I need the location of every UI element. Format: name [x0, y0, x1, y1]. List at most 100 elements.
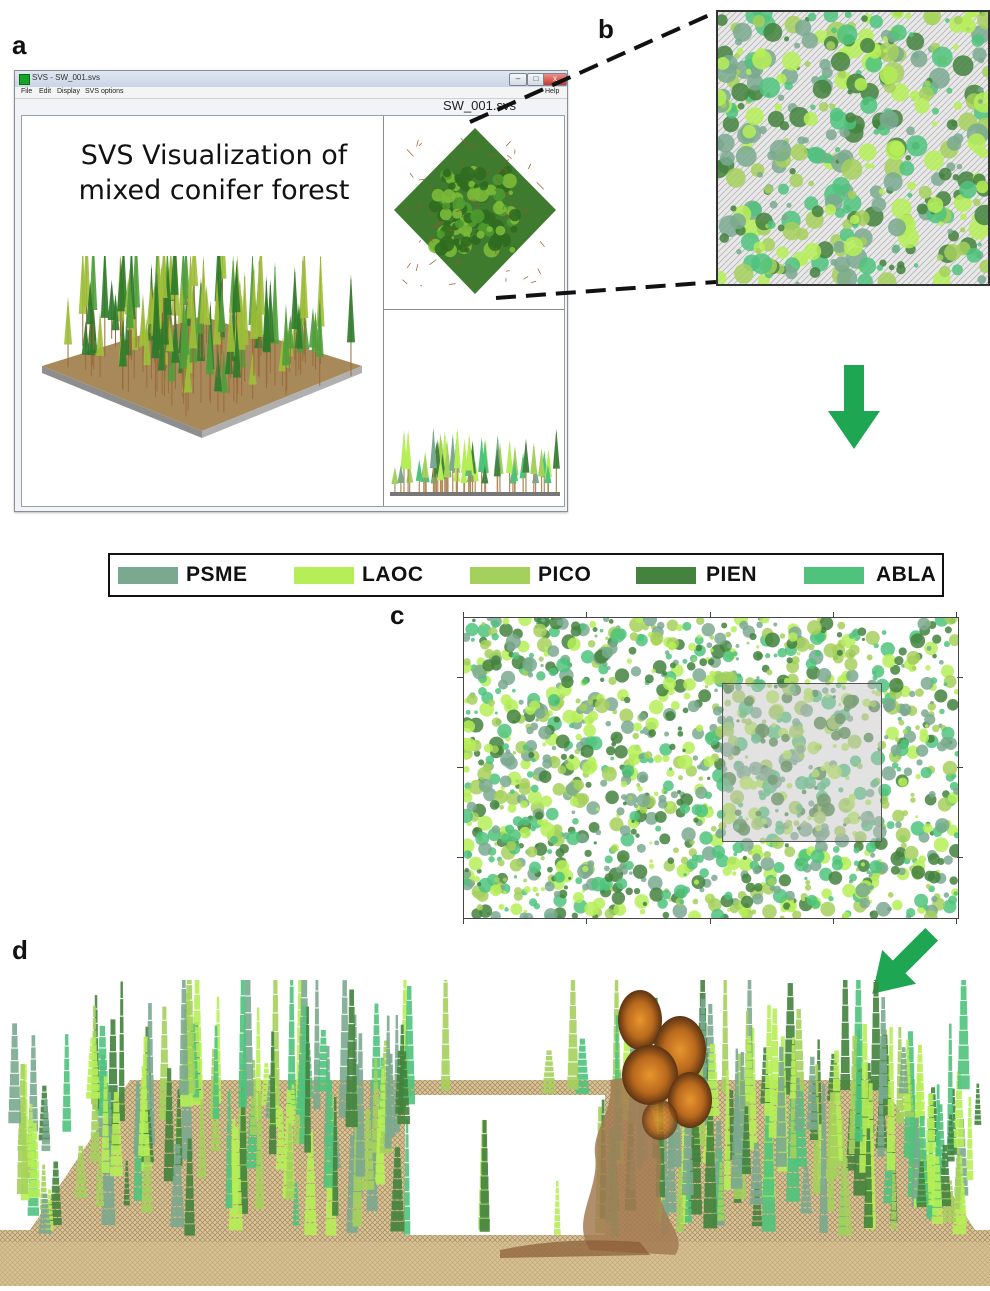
- tree-voxel-layer: [955, 1119, 964, 1128]
- tree-voxel-layer: [571, 980, 575, 991]
- tree-crown: [679, 899, 684, 904]
- tree-voxel-layer: [855, 1128, 863, 1141]
- tree-crown: [789, 168, 795, 174]
- tree-crown: [947, 136, 962, 151]
- tree-crown: [139, 310, 147, 346]
- tree-voxel-layer: [199, 1139, 205, 1148]
- tree-crown: [584, 850, 591, 857]
- tree-voxel-layer: [399, 1088, 408, 1096]
- tree-voxel-layer: [920, 1161, 924, 1166]
- tree-voxel-layer: [866, 1141, 870, 1153]
- menu-svs-options[interactable]: SVS options: [85, 88, 124, 95]
- tree-crown: [764, 185, 772, 193]
- tree-voxel-layer: [701, 999, 705, 1014]
- tree-voxel-layer: [723, 1011, 728, 1027]
- tree-voxel-layer: [570, 1006, 576, 1019]
- tree-crown: [932, 47, 953, 68]
- tree-voxel-layer: [614, 992, 618, 1008]
- tree-voxel-layer: [42, 1194, 47, 1198]
- tree-voxel-layer: [815, 1064, 818, 1079]
- tree-crown: [923, 823, 933, 833]
- species-legend: PSME LAOC PICO PIEN ABLA: [108, 553, 944, 597]
- tree-voxel-layer: [881, 1023, 886, 1035]
- tree-voxel-layer: [332, 1187, 338, 1201]
- tree-crown: [801, 257, 808, 264]
- tree-crown: [774, 862, 785, 873]
- perspective-stand-view[interactable]: [32, 256, 372, 456]
- tree-crown: [855, 78, 868, 91]
- tree-crown: [768, 878, 776, 886]
- tree-voxel-layer: [752, 1216, 761, 1221]
- tree-crown: [514, 887, 522, 895]
- tree-voxel-layer: [762, 1197, 775, 1214]
- tree-voxel-layer: [141, 1089, 147, 1099]
- tree-voxel-layer: [838, 1227, 852, 1236]
- tree-crown: [832, 177, 850, 195]
- tree-voxel-layer: [717, 1214, 724, 1220]
- tree-crown: [591, 877, 606, 892]
- tree-voxel-layer: [865, 1179, 872, 1191]
- tree-voxel-layer: [315, 991, 318, 1007]
- tree-voxel-layer: [808, 1103, 817, 1111]
- tree-voxel-layer: [405, 1031, 413, 1045]
- tree-crown: [556, 658, 571, 673]
- tree-voxel-layer: [839, 1207, 850, 1216]
- tree-voxel-layer: [724, 1161, 730, 1175]
- tree-voxel-layer: [76, 1172, 85, 1178]
- tree-crown: [631, 829, 637, 835]
- tree-voxel-layer: [958, 1075, 970, 1089]
- tree-voxel-layer: [936, 1131, 941, 1146]
- tree-crown: [568, 877, 571, 880]
- tree-voxel-layer: [257, 1136, 263, 1150]
- tree-crown: [648, 729, 656, 737]
- tree-voxel-layer: [353, 1192, 362, 1209]
- menu-file[interactable]: File: [21, 88, 32, 95]
- menu-display[interactable]: Display: [57, 88, 80, 95]
- menu-edit[interactable]: Edit: [39, 88, 51, 95]
- tree-voxel-layer: [298, 1078, 303, 1083]
- tree-voxel-layer: [829, 1114, 837, 1124]
- tree-voxel-layer: [482, 1148, 488, 1161]
- tree-voxel-layer: [685, 1208, 691, 1215]
- tree-crown: [828, 896, 833, 901]
- tree-voxel-layer: [967, 1150, 973, 1160]
- tree-voxel-layer: [306, 1007, 309, 1024]
- tree-crown: [829, 104, 835, 110]
- tree-crown: [795, 20, 811, 36]
- tree-crown: [616, 807, 624, 815]
- tree-crown: [898, 777, 907, 786]
- tree-crown: [870, 853, 875, 858]
- tree-voxel-layer: [315, 1025, 320, 1041]
- tree-voxel-layer: [842, 1168, 849, 1177]
- tree-crown: [891, 745, 902, 756]
- tree-voxel-layer: [751, 1182, 762, 1189]
- tree-crown: [841, 159, 862, 180]
- tree-crown: [473, 827, 478, 832]
- tree-voxel-layer: [347, 1059, 356, 1075]
- tree-crown: [541, 796, 552, 807]
- tree-crown: [860, 97, 877, 114]
- tree-crown: [528, 790, 542, 804]
- tree-crown: [490, 884, 502, 896]
- tree-crown: [547, 867, 553, 873]
- tree-voxel-layer: [39, 1230, 51, 1234]
- tree-crown: [637, 844, 646, 853]
- tree-voxel-layer: [306, 1184, 315, 1196]
- tree-crown: [925, 80, 931, 86]
- tree-voxel-layer: [76, 1179, 86, 1185]
- tree-crown: [443, 169, 452, 178]
- tree-voxel-layer: [136, 1081, 139, 1089]
- window-title: SVS - SW_001.svs: [32, 73, 100, 82]
- tree-crown: [904, 767, 913, 776]
- legend-swatch-pien: [636, 567, 696, 584]
- tree-voxel-layer: [726, 1070, 729, 1084]
- tree-voxel-layer: [684, 1135, 692, 1146]
- tree-voxel-layer: [142, 1066, 146, 1076]
- side-profile-view[interactable]: [386, 312, 564, 504]
- tree-crown: [474, 876, 480, 882]
- tree-voxel-layer: [888, 1099, 895, 1116]
- tree-voxel-layer: [827, 1199, 834, 1211]
- tree-crown: [650, 632, 663, 645]
- tree-voxel-layer: [113, 1103, 119, 1113]
- tree-voxel-layer: [333, 1157, 338, 1171]
